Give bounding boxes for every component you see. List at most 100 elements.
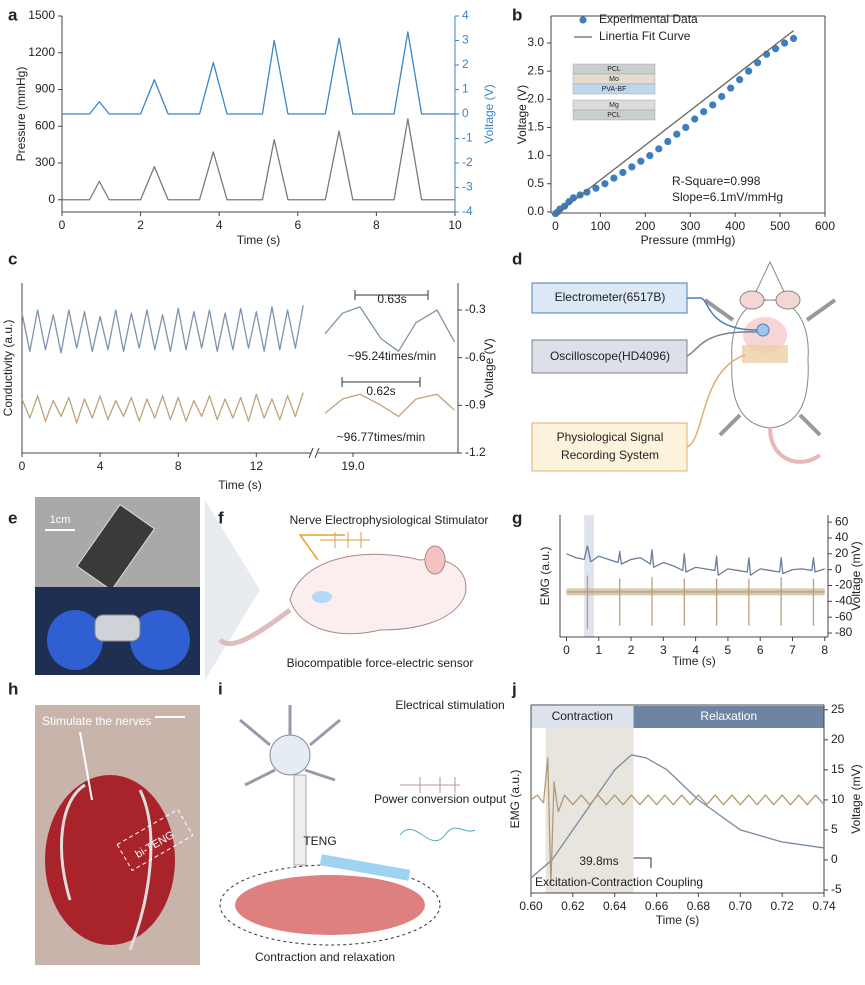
x-tick-label: 0.74 (812, 899, 836, 913)
x-tick-label: 500 (770, 219, 790, 233)
y-tick-label: 60 (835, 514, 849, 528)
box-oscilloscope (531, 339, 688, 374)
panel-label: c (8, 249, 17, 268)
y-tick-label: -20 (835, 578, 853, 592)
mouse-body (289, 553, 467, 635)
data-point (560, 202, 569, 210)
data-point (691, 115, 699, 123)
x-tick-label: 19.0 (341, 459, 365, 473)
annotation: ~96.77times/min (337, 430, 425, 444)
inset-label: Mg (609, 102, 619, 109)
y-tick-label: -80 (835, 625, 853, 639)
x-axis-label: Time (s) (672, 654, 716, 668)
x-tick-label: 8 (821, 643, 828, 657)
data-point (736, 76, 744, 84)
panel-label: i (218, 679, 223, 698)
phase-label: Relaxation (700, 709, 757, 723)
x-tick-label: 100 (590, 219, 610, 233)
wire (686, 331, 758, 357)
photo-h: Stimulate the nerves bi-TENG (35, 705, 200, 965)
box-label: Recording System (561, 448, 659, 462)
x-tick-label: 2 (628, 643, 635, 657)
annotation: Slope=6.1mV/mmHg (672, 190, 783, 204)
x-tick-label: 400 (725, 219, 745, 233)
wire (687, 297, 758, 331)
diagram-f: Nerve Electrophysiological Stimulator Bi… (205, 500, 488, 680)
mouse-ear (424, 545, 446, 575)
sensor-film (76, 503, 156, 591)
data-point (583, 188, 591, 196)
x-axis-label: Time (s) (656, 913, 700, 927)
y-tick-label: 25 (831, 702, 845, 716)
zoom-cone (205, 500, 260, 680)
x-tick-label: 0.64 (603, 899, 627, 913)
y-axis-label: Voltage (mV) (849, 764, 863, 833)
series-line (530, 754, 825, 879)
y2-tick-label: 2 (462, 57, 469, 71)
y-tick-label: 2.0 (527, 91, 544, 105)
panel-label: f (218, 508, 224, 527)
panel-label: b (512, 5, 522, 24)
y-tick-label: 15 (831, 762, 845, 776)
data-point (745, 67, 753, 75)
inset-label: PVA-BF (602, 86, 627, 93)
data-point (619, 168, 627, 177)
phase-label: Contraction (552, 709, 613, 723)
pulses (320, 532, 370, 548)
x-tick-label: 0.66 (645, 899, 669, 913)
y-tick-label: -40 (835, 594, 853, 608)
y2-tick-label: -1 (462, 131, 473, 145)
y-tick-label: 0.5 (527, 176, 544, 190)
series-line (21, 392, 304, 424)
x-tick-label: 10 (448, 218, 462, 232)
photo-label: Stimulate the nerves (42, 714, 151, 728)
x-tick-label: 6 (757, 643, 764, 657)
x-tick-label: 0 (19, 459, 26, 473)
y-tick-label: -60 (835, 609, 853, 623)
glove (47, 610, 103, 670)
y-tick-label: 0 (831, 852, 838, 866)
data-point (610, 174, 618, 182)
x-tick-label: 12 (250, 459, 264, 473)
legend-label: Linertia Fit Curve (599, 29, 691, 43)
series-line (324, 393, 455, 418)
annotation: ~95.24times/min (348, 349, 436, 363)
y-left-label: EMG (a.u.) (538, 547, 552, 606)
data-point (754, 59, 762, 67)
y-axis-label: Voltage (V) (482, 338, 496, 397)
data-point (727, 84, 735, 92)
data-point (789, 34, 798, 43)
y-tick-label: 1200 (28, 45, 55, 59)
x-tick-label: 0.72 (770, 899, 794, 913)
x-tick-label: 2 (137, 218, 144, 232)
x-tick-label: 4 (97, 459, 104, 473)
data-point (682, 123, 690, 132)
series-line (555, 30, 794, 216)
y2-tick-label: -2 (462, 155, 473, 169)
sine (399, 827, 476, 842)
dendrites (239, 705, 341, 787)
inset-layer (572, 83, 656, 95)
series-line (530, 757, 825, 885)
shaded-region (545, 727, 634, 893)
y-tick-label: -1.2 (465, 445, 486, 459)
diagram-label: TENG (303, 834, 336, 848)
data-point (637, 157, 645, 165)
x-tick-label: 0.68 (687, 899, 711, 913)
panel-label: h (8, 679, 18, 698)
data-point (655, 145, 663, 153)
y-tick-label: 20 (835, 546, 849, 560)
box-label: Electrometer(6517B) (555, 290, 666, 304)
x-tick-label: 3 (660, 643, 667, 657)
y2-tick-label: 0 (462, 106, 469, 120)
mouse-ear (775, 290, 801, 310)
annotation: Excitation-Contraction Coupling (535, 875, 703, 889)
mouse-tail (768, 427, 822, 464)
data-point (628, 163, 636, 171)
y-tick-label: 1.5 (527, 120, 544, 134)
x-tick-label: 1 (595, 643, 602, 657)
muscle (235, 875, 425, 935)
lightning (298, 534, 345, 561)
axon (293, 774, 307, 866)
